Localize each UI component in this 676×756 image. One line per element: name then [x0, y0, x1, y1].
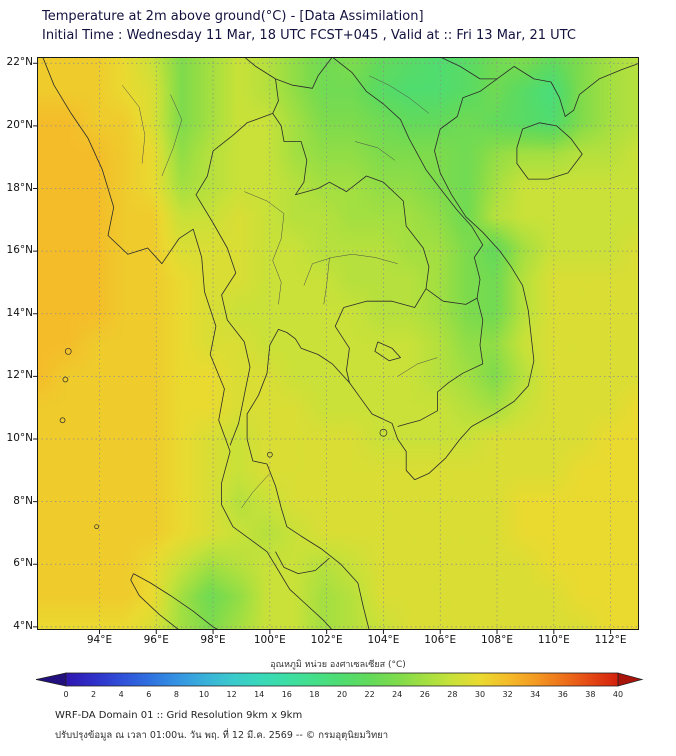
colorbar-tick-label: 34: [530, 690, 540, 699]
colorbar-gradient: [65, 672, 619, 687]
colorbar-tick-label: 28: [447, 690, 457, 699]
map-island: [59, 417, 66, 424]
colorbar-tick-label: 20: [337, 690, 347, 699]
colorbar-tick-label: 8: [174, 690, 179, 699]
colorbar-tick-label: 22: [365, 690, 375, 699]
x-axis-tick-label: 94°E: [86, 634, 113, 646]
map-island: [64, 347, 72, 355]
colorbar-tick-label: 30: [475, 690, 485, 699]
map-frame-border: [37, 57, 639, 630]
map-coast-gulf-indochina: [246, 329, 472, 630]
x-axis-tick-label: 104°E: [367, 634, 400, 646]
map-province-line-3: [323, 257, 330, 305]
map-province-line-4: [369, 75, 430, 114]
map-title: Temperature at 2m above ground(°C) - [Da…: [42, 9, 424, 24]
map-coast-china-south: [496, 62, 639, 117]
map-island: [62, 376, 69, 383]
y-axis-tick-label: 18°N: [6, 181, 33, 194]
map-province-line-9: [241, 473, 270, 509]
map-province-line-1: [244, 191, 285, 305]
map-province-line-2: [303, 254, 398, 286]
x-axis-tick-label: 106°E: [424, 634, 457, 646]
map-border-china-laos: [275, 57, 333, 89]
y-axis-tick-label: 8°N: [13, 494, 33, 507]
map-island: [379, 428, 388, 437]
map-border-myanmar-thailand: [195, 113, 273, 446]
colorbar-tick-label: 18: [309, 690, 319, 699]
map-island-hainan: [516, 122, 583, 180]
y-axis-tick-label: 12°N: [6, 369, 33, 382]
y-axis-tick-label: 20°N: [6, 118, 33, 131]
map-province-line-6: [397, 357, 438, 377]
map-province-line-5: [354, 141, 395, 161]
colorbar-tick-label: 12: [227, 690, 237, 699]
map-coast-vietnam-east: [434, 78, 535, 427]
map-island: [266, 451, 273, 458]
map-border-laos-cambodia: [425, 288, 478, 305]
colorbar-tick-label: 26: [420, 690, 430, 699]
y-axis-tick-label: 4°N: [13, 619, 33, 632]
map-border-malaysia-thailand: [275, 551, 330, 574]
map-island-sumatra: [130, 573, 220, 630]
y-axis-tick-label: 16°N: [6, 244, 33, 257]
colorbar-tick-label: 10: [199, 690, 209, 699]
map-border-china-vietnam: [440, 57, 497, 80]
x-axis-tick-label: 112°E: [594, 634, 627, 646]
x-axis-tick-label: 100°E: [253, 634, 286, 646]
colorbar-tick-label: 0: [63, 690, 68, 699]
x-axis-tick-label: 98°E: [200, 634, 226, 646]
colorbar-tick-label: 16: [282, 690, 292, 699]
colorbar-tick-label: 6: [146, 690, 151, 699]
colorbar-tick-label: 14: [254, 690, 264, 699]
map-overlay: [33, 57, 639, 634]
x-axis-tick-label: 96°E: [143, 634, 169, 646]
colorbar-tick-label: 4: [119, 690, 124, 699]
colorbar-left-arrow: [35, 672, 67, 687]
colorbar-tick-label: 32: [503, 690, 513, 699]
x-axis-tick-label: 110°E: [537, 634, 570, 646]
map-border-vietnam-cambodia: [397, 297, 484, 427]
y-axis-tick-label: 10°N: [6, 432, 33, 444]
map-province-line-8: [122, 85, 146, 164]
map-subtitle: Initial Time : Wednesday 11 Mar, 18 UTC …: [42, 28, 576, 43]
colorbar-tick-label: 36: [558, 690, 568, 699]
colorbar-tick-label: 38: [585, 690, 595, 699]
map-province-line-7: [161, 94, 183, 177]
colorbar-tick-label: 24: [392, 690, 402, 699]
colorbar-tick-label: 40: [613, 690, 623, 699]
footer-update-info: ปรับปรุงข้อมูล ณ เวลา 01:00น. วัน พฤ. ที…: [55, 730, 389, 741]
map-border-china-myanmar: [244, 57, 276, 80]
temperature-field-canvas: [37, 57, 639, 630]
x-axis-tick-label: 108°E: [481, 634, 513, 646]
x-axis-tick-label: 102°E: [310, 634, 343, 646]
footer-domain-info: WRF-DA Domain 01 :: Grid Resolution 9km …: [55, 710, 303, 721]
map-lake-tonle-sap: [374, 341, 401, 362]
colorbar-label: อุณหภูมิ หน่วย องศาเซลเซียส (°C): [270, 660, 406, 670]
colorbar-tick-label: 2: [91, 690, 96, 699]
colorbar: 0 2 4 6 8 10 12 14 16 18 20 22 24 26 28 30 32 34 36 38 40: [35, 672, 644, 699]
map-border-myanmar-laos: [272, 78, 279, 114]
y-axis-tick-label: 6°N: [13, 557, 33, 570]
y-axis-tick-label: 14°N: [6, 306, 33, 319]
colorbar-right-arrow: [617, 672, 644, 687]
map-coast-myanmar-west: [42, 57, 333, 630]
map-border-thailand-laos: [272, 113, 430, 289]
title-block: Temperature at 2m above ground(°C) - [Da…: [42, 7, 576, 45]
map-border-vietnam-laos: [332, 57, 484, 299]
y-axis-tick-label: 22°N: [6, 56, 33, 69]
map-area: [33, 57, 639, 634]
map-border-thailand-cambodia: [334, 288, 427, 383]
map-island: [94, 524, 99, 530]
